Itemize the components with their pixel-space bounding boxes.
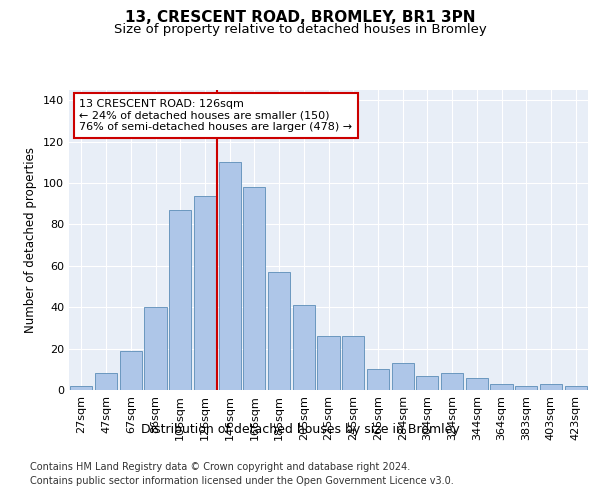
Bar [565,386,587,390]
Text: Contains HM Land Registry data © Crown copyright and database right 2024.: Contains HM Land Registry data © Crown c… [30,462,410,472]
Bar [466,378,488,390]
Bar [268,272,290,390]
Bar [70,386,92,390]
Y-axis label: Number of detached properties: Number of detached properties [25,147,37,333]
Bar [243,187,265,390]
Bar [119,350,142,390]
Text: Contains public sector information licensed under the Open Government Licence v3: Contains public sector information licen… [30,476,454,486]
Text: Size of property relative to detached houses in Bromley: Size of property relative to detached ho… [113,22,487,36]
Bar [441,374,463,390]
Bar [416,376,439,390]
Text: 13, CRESCENT ROAD, BROMLEY, BR1 3PN: 13, CRESCENT ROAD, BROMLEY, BR1 3PN [125,10,475,25]
Bar [293,305,315,390]
Bar [392,363,414,390]
Bar [367,370,389,390]
Bar [515,386,538,390]
Bar [342,336,364,390]
Bar [95,374,117,390]
Bar [218,162,241,390]
Bar [169,210,191,390]
Bar [317,336,340,390]
Text: 13 CRESCENT ROAD: 126sqm
← 24% of detached houses are smaller (150)
76% of semi-: 13 CRESCENT ROAD: 126sqm ← 24% of detach… [79,99,353,132]
Bar [145,307,167,390]
Bar [490,384,512,390]
Bar [540,384,562,390]
Text: Distribution of detached houses by size in Bromley: Distribution of detached houses by size … [140,422,460,436]
Bar [194,196,216,390]
